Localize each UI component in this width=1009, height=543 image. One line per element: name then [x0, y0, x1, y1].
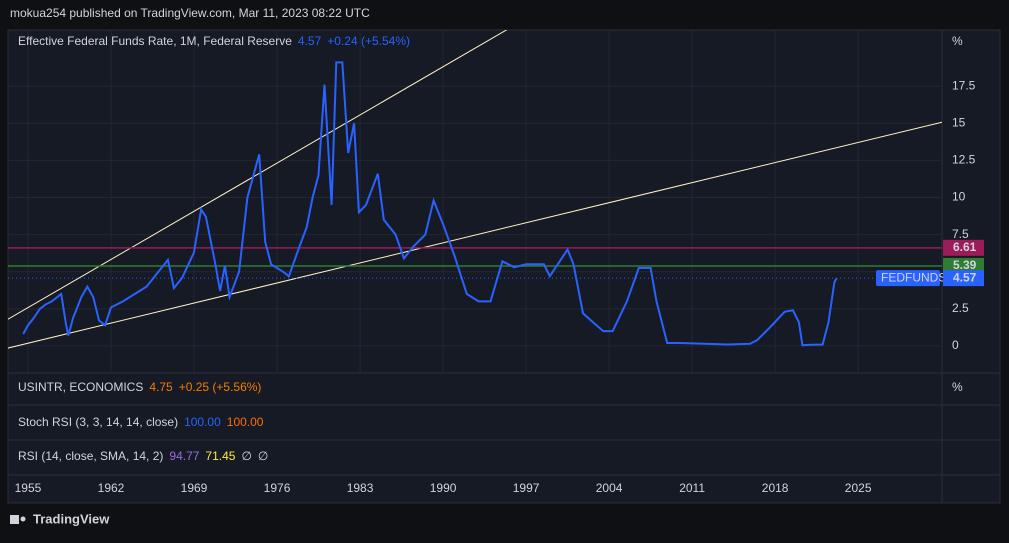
pane-value: 71.45: [205, 449, 235, 463]
x-tick-label: 2018: [762, 481, 789, 495]
y-tick-label: 7.5: [952, 227, 969, 241]
pane-legend: RSI (14, close, SMA, 14, 2) 94.77 71.45 ∅ ∅: [18, 449, 268, 463]
x-tick-label: 2025: [845, 481, 872, 495]
x-tick-label: 1955: [15, 481, 42, 495]
x-tick-label: 1976: [264, 481, 291, 495]
brand: TradingView: [33, 511, 110, 526]
price-label: 6.61: [953, 240, 977, 254]
legend-value: 4.57: [298, 34, 322, 48]
price-label-box: [943, 257, 984, 274]
legend-change: +0.24 (+5.54%): [327, 34, 410, 48]
pane-value: ∅: [258, 449, 268, 463]
x-tick-label: 1990: [430, 481, 457, 495]
series-name-box: [876, 270, 940, 287]
x-tick-label: 2011: [679, 481, 705, 495]
y-tick-label: 0: [952, 338, 959, 352]
pane-title: Stoch RSI (3, 3, 14, 14, close): [18, 415, 178, 429]
legend: Effective Federal Funds Rate, 1M, Federa…: [18, 34, 410, 48]
legend-title: Effective Federal Funds Rate, 1M, Federa…: [18, 34, 292, 48]
y-tick-label: 2.5: [952, 301, 969, 315]
y-tick-label: 15: [952, 115, 966, 129]
series-line: [22, 61, 838, 347]
pane-title: RSI (14, close, SMA, 14, 2): [18, 449, 163, 463]
pane-value: ∅: [241, 449, 251, 463]
price-label: 5.39: [953, 258, 977, 272]
pane-title: USINTR, ECONOMICS: [18, 380, 143, 394]
pane-value: 94.77: [169, 449, 199, 463]
trend-line: [8, 121, 942, 349]
price-label: 4.57: [953, 270, 977, 284]
series-name: FEDFUNDS: [881, 270, 946, 284]
pane-value: 100.00: [184, 415, 221, 429]
y-tick-label: 17.5: [952, 78, 976, 92]
axis-unit: %: [952, 34, 963, 48]
pane-legend: Stoch RSI (3, 3, 14, 14, close) 100.00 100…: [18, 415, 264, 429]
pane-legend: USINTR, ECONOMICS 4.75 +0.25 (+5.56%): [18, 380, 261, 394]
y-tick-label: 12.5: [952, 153, 976, 167]
publisher: mokua254 published on TradingView.com, M…: [10, 6, 370, 20]
price-label-box: [943, 270, 984, 287]
pane-unit: %: [952, 380, 963, 394]
y-tick-label: 10: [952, 190, 966, 204]
x-tick-label: 1962: [98, 481, 125, 495]
pane-change: +0.25 (+5.56%): [179, 380, 262, 394]
x-tick-label: 1997: [513, 481, 540, 495]
trend-line: [8, 30, 508, 320]
pane-value: 4.75: [149, 380, 173, 394]
x-tick-label: 1969: [181, 481, 208, 495]
x-tick-label: 1983: [347, 481, 374, 495]
price-label-box: [943, 239, 984, 256]
pane-value: 100.00: [227, 415, 264, 429]
logo: [10, 515, 26, 524]
x-tick-label: 2004: [596, 481, 623, 495]
